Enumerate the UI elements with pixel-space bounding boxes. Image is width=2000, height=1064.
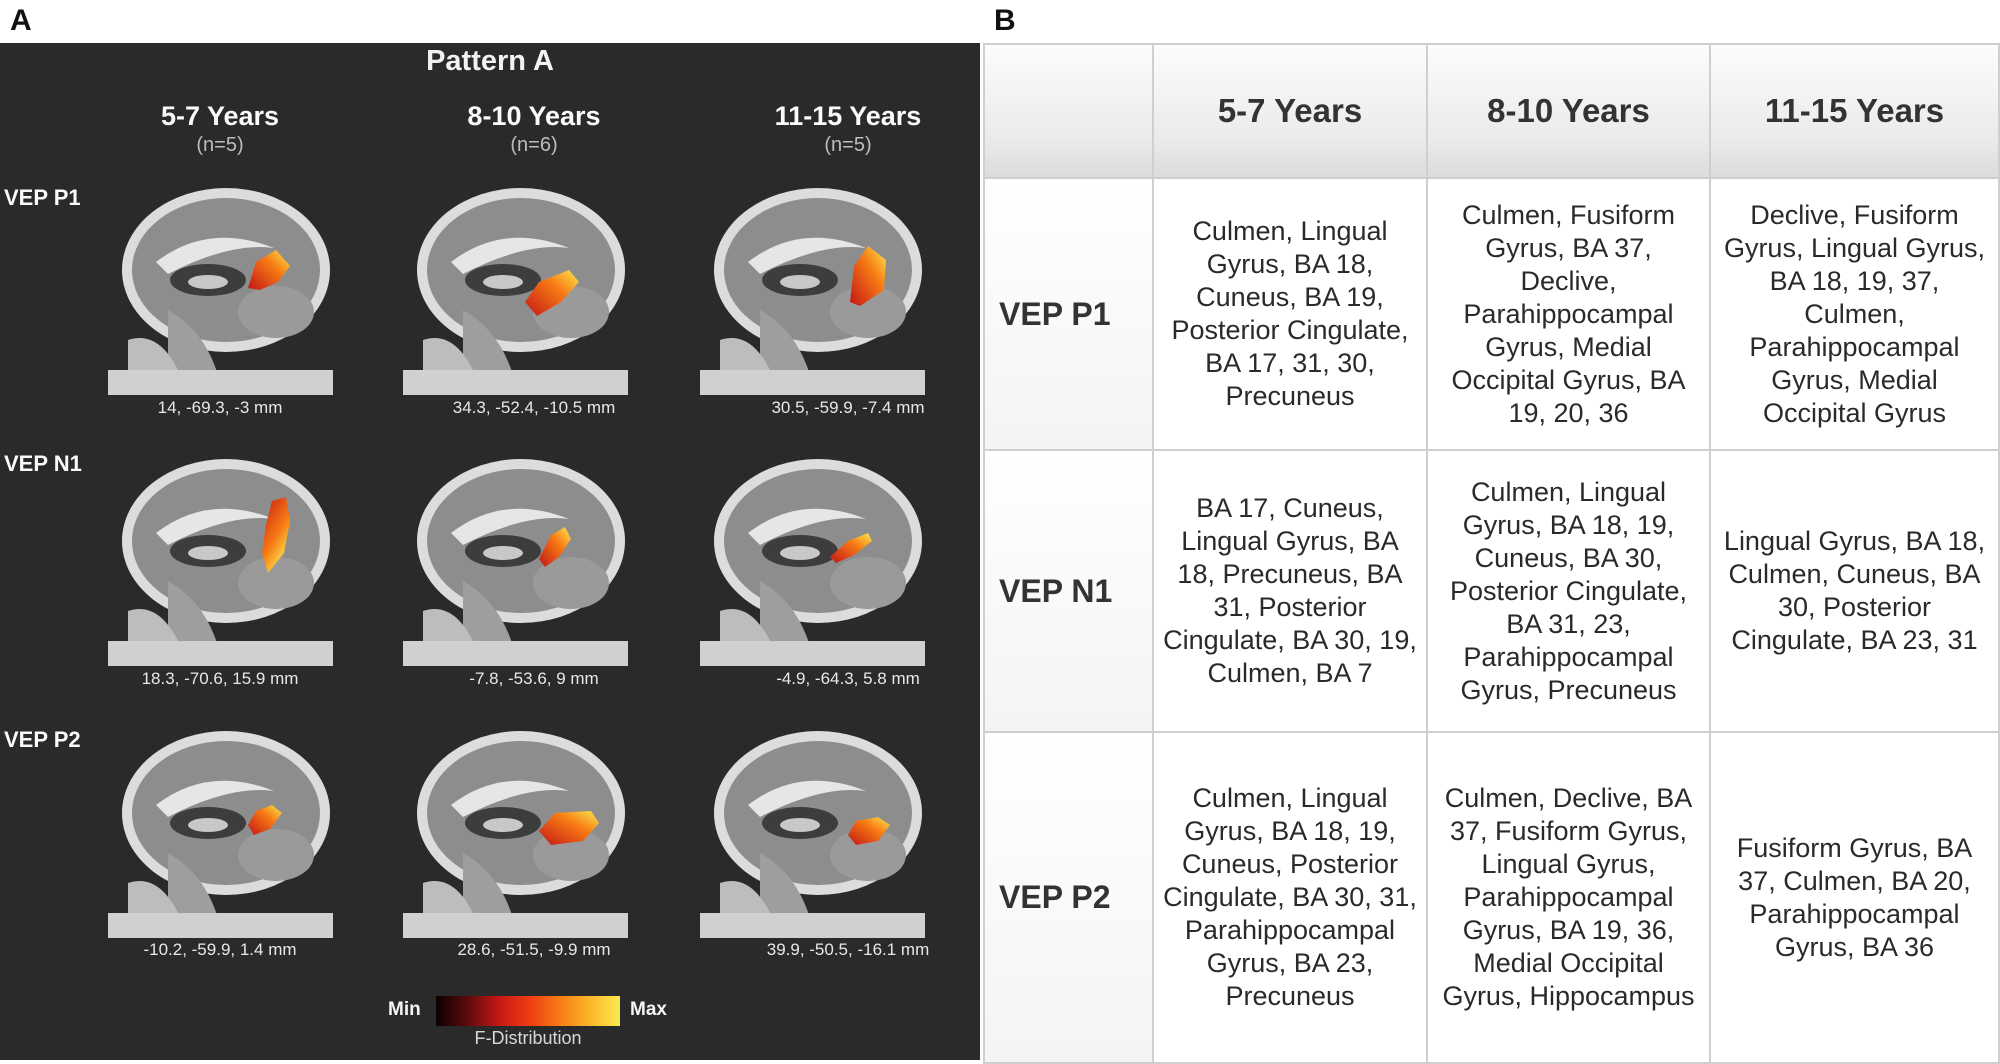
activation-blob bbox=[539, 811, 599, 845]
coordinate-label: 28.6, -51.5, -9.9 mm bbox=[457, 940, 611, 959]
panel-a-letter: A bbox=[10, 4, 32, 37]
table-row: VEP N1 BA 17, Cuneus, Lingual Gyrus, BA … bbox=[983, 449, 2000, 733]
table-cell: Culmen, Declive, BA 37, Fusiform Gyrus, … bbox=[1426, 731, 1711, 1064]
table-cell: Declive, Fusiform Gyrus, Lingual Gyrus, … bbox=[1709, 177, 2000, 451]
table-row-header: VEP N1 bbox=[983, 449, 1154, 733]
table-row: VEP P2 Culmen, Lingual Gyrus, BA 18, 19,… bbox=[983, 731, 2000, 1064]
region-table: 5-7 Years 8-10 Years 11-15 Years VEP P1 … bbox=[983, 43, 2000, 1064]
column-sample-size: (n=5) bbox=[824, 134, 872, 156]
column-label: 8-10 Years bbox=[467, 101, 601, 131]
brain-slice-image bbox=[108, 713, 333, 938]
brain-slice-image bbox=[108, 170, 333, 395]
coordinate-label: -10.2, -59.9, 1.4 mm bbox=[143, 940, 297, 959]
coordinate-label: 39.9, -50.5, -16.1 mm bbox=[766, 940, 930, 959]
panel-b-region-table: 5-7 Years 8-10 Years 11-15 Years VEP P1 … bbox=[983, 43, 2000, 1064]
row-label-vep-p1: VEP P1 bbox=[4, 185, 81, 210]
activation-blob bbox=[248, 805, 282, 835]
table-row: VEP P1 Culmen, Lingual Gyrus, BA 18, Cun… bbox=[983, 177, 2000, 451]
brain-slice-image bbox=[403, 441, 628, 666]
column-sample-size: (n=6) bbox=[510, 134, 558, 156]
table-cell: Lingual Gyrus, BA 18, Culmen, Cuneus, BA… bbox=[1709, 449, 2000, 733]
activation-blob bbox=[830, 533, 872, 563]
row-label-vep-p2: VEP P2 bbox=[4, 727, 81, 752]
panel-a-brain-figure: Pattern A 5-7 Years (n=5) 8-10 Years (n=… bbox=[0, 43, 980, 1060]
coordinate-label: -4.9, -64.3, 5.8 mm bbox=[776, 669, 920, 688]
table-cell: Culmen, Lingual Gyrus, BA 18, 19, Cuneus… bbox=[1426, 449, 1711, 733]
activation-blob bbox=[248, 250, 290, 290]
coordinate-label: 30.5, -59.9, -7.4 mm bbox=[771, 398, 925, 417]
table-column-header: 5-7 Years bbox=[1152, 43, 1428, 179]
table-cell: BA 17, Cuneus, Lingual Gyrus, BA 18, Pre… bbox=[1152, 449, 1428, 733]
panel-b-letter: B bbox=[994, 4, 1016, 37]
brain-slice-image bbox=[700, 441, 925, 666]
column-label: 5-7 Years bbox=[160, 101, 280, 131]
row-label-vep-n1: VEP N1 bbox=[4, 451, 82, 476]
pattern-title: Pattern A bbox=[426, 45, 554, 77]
table-cell: Culmen, Fusiform Gyrus, BA 37, Declive, … bbox=[1426, 177, 1711, 451]
column-sample-size: (n=5) bbox=[196, 134, 244, 156]
brain-slice-image bbox=[403, 170, 628, 395]
scale-max-label: Max bbox=[630, 999, 667, 1020]
coordinate-label: -7.8, -53.6, 9 mm bbox=[469, 669, 599, 688]
brain-slice-image bbox=[700, 713, 925, 938]
table-cell: Fusiform Gyrus, BA 37, Culmen, BA 20, Pa… bbox=[1709, 731, 2000, 1064]
coordinate-label: 34.3, -52.4, -10.5 mm bbox=[452, 398, 616, 417]
table-row-header: VEP P2 bbox=[983, 731, 1154, 1064]
coordinate-label: 14, -69.3, -3 mm bbox=[157, 398, 283, 417]
brain-slice-image bbox=[403, 713, 628, 938]
table-row-header: VEP P1 bbox=[983, 177, 1154, 451]
table-column-header: 8-10 Years bbox=[1426, 43, 1711, 179]
activation-blob bbox=[539, 527, 571, 567]
activation-blob bbox=[262, 497, 290, 573]
column-header-11-15: 11-15 Years (n=5) bbox=[688, 101, 1008, 157]
scale-min-label: Min bbox=[388, 999, 421, 1020]
column-header-8-10: 8-10 Years (n=6) bbox=[374, 101, 694, 157]
table-header-row: 5-7 Years 8-10 Years 11-15 Years bbox=[983, 43, 2000, 179]
brain-slice-image bbox=[700, 170, 925, 395]
table-cell: Culmen, Lingual Gyrus, BA 18, 19, Cuneus… bbox=[1152, 731, 1428, 1064]
table-cell: Culmen, Lingual Gyrus, BA 18, Cuneus, BA… bbox=[1152, 177, 1428, 451]
column-label: 11-15 Years bbox=[774, 101, 922, 131]
activation-blob bbox=[848, 817, 890, 845]
coordinate-label: 18.3, -70.6, 15.9 mm bbox=[141, 669, 299, 688]
color-scale-bar bbox=[436, 996, 620, 1026]
activation-blob bbox=[525, 270, 579, 316]
scale-caption: F-Distribution bbox=[474, 1028, 582, 1048]
brain-slice-image bbox=[108, 441, 333, 666]
table-corner-cell bbox=[983, 43, 1154, 179]
column-header-5-7: 5-7 Years (n=5) bbox=[60, 101, 380, 157]
table-column-header: 11-15 Years bbox=[1709, 43, 2000, 179]
activation-blob bbox=[850, 246, 886, 306]
